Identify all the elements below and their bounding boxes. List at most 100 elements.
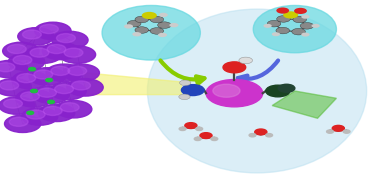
Circle shape — [132, 32, 141, 36]
Circle shape — [272, 32, 280, 36]
Circle shape — [50, 82, 86, 100]
Circle shape — [0, 60, 28, 78]
Circle shape — [169, 23, 178, 27]
Circle shape — [39, 104, 75, 122]
Circle shape — [194, 137, 201, 141]
Circle shape — [46, 64, 82, 82]
Circle shape — [206, 80, 263, 107]
Circle shape — [343, 130, 350, 133]
Circle shape — [37, 88, 56, 97]
Circle shape — [3, 42, 39, 60]
Circle shape — [159, 13, 168, 17]
Circle shape — [34, 70, 53, 79]
Ellipse shape — [102, 5, 200, 60]
Circle shape — [301, 15, 310, 19]
Circle shape — [56, 100, 92, 118]
Circle shape — [42, 42, 79, 60]
Circle shape — [18, 28, 54, 45]
Circle shape — [48, 100, 54, 104]
Circle shape — [266, 134, 273, 137]
Circle shape — [56, 33, 75, 43]
Circle shape — [267, 20, 281, 27]
Circle shape — [17, 74, 36, 83]
Circle shape — [158, 33, 167, 37]
Circle shape — [39, 24, 58, 33]
Circle shape — [301, 33, 310, 37]
Circle shape — [71, 81, 90, 90]
Circle shape — [211, 137, 218, 141]
Circle shape — [332, 125, 344, 131]
Circle shape — [47, 44, 66, 54]
Circle shape — [223, 62, 246, 73]
Circle shape — [196, 127, 203, 130]
Circle shape — [263, 24, 272, 28]
Circle shape — [311, 24, 320, 28]
Circle shape — [300, 23, 314, 29]
Circle shape — [0, 79, 31, 96]
Circle shape — [13, 55, 32, 64]
Circle shape — [60, 103, 79, 112]
Circle shape — [12, 71, 48, 89]
Circle shape — [35, 22, 71, 40]
Circle shape — [124, 24, 133, 29]
Polygon shape — [272, 91, 336, 118]
Circle shape — [8, 53, 45, 71]
Circle shape — [63, 64, 99, 82]
Circle shape — [31, 89, 37, 93]
Circle shape — [179, 94, 190, 100]
Circle shape — [25, 46, 62, 63]
Circle shape — [0, 81, 19, 90]
Circle shape — [5, 115, 41, 132]
Circle shape — [68, 66, 87, 75]
Circle shape — [67, 79, 103, 96]
Circle shape — [158, 22, 171, 28]
Circle shape — [51, 66, 70, 75]
Circle shape — [30, 48, 49, 57]
Circle shape — [135, 16, 149, 23]
Circle shape — [43, 106, 62, 115]
Circle shape — [142, 12, 157, 19]
Circle shape — [29, 68, 65, 85]
Circle shape — [327, 130, 333, 133]
Circle shape — [29, 68, 36, 71]
Polygon shape — [85, 73, 181, 95]
Circle shape — [180, 80, 191, 86]
Circle shape — [292, 28, 305, 35]
Circle shape — [27, 111, 34, 114]
Circle shape — [200, 133, 212, 139]
Circle shape — [255, 129, 267, 135]
Circle shape — [276, 7, 289, 14]
Circle shape — [135, 27, 149, 33]
Circle shape — [7, 44, 26, 54]
Circle shape — [9, 117, 28, 126]
Circle shape — [22, 30, 41, 39]
Circle shape — [293, 16, 307, 23]
Circle shape — [0, 63, 15, 72]
Circle shape — [54, 84, 73, 94]
Circle shape — [179, 127, 186, 130]
Circle shape — [20, 92, 39, 101]
Circle shape — [52, 31, 88, 49]
Circle shape — [64, 48, 83, 57]
Ellipse shape — [253, 5, 336, 53]
Ellipse shape — [147, 9, 367, 173]
Circle shape — [0, 97, 35, 114]
Circle shape — [266, 85, 290, 97]
Circle shape — [127, 20, 141, 27]
Circle shape — [26, 110, 45, 119]
Circle shape — [150, 16, 164, 23]
Circle shape — [185, 123, 197, 128]
Circle shape — [213, 84, 240, 97]
Circle shape — [16, 90, 52, 107]
Circle shape — [33, 86, 69, 103]
Circle shape — [150, 28, 164, 34]
Circle shape — [3, 99, 22, 108]
Circle shape — [277, 16, 290, 22]
Circle shape — [278, 84, 295, 92]
Circle shape — [46, 78, 53, 82]
Circle shape — [181, 85, 204, 96]
Circle shape — [249, 134, 256, 137]
Circle shape — [294, 8, 307, 14]
Circle shape — [239, 57, 253, 64]
Circle shape — [59, 46, 96, 63]
